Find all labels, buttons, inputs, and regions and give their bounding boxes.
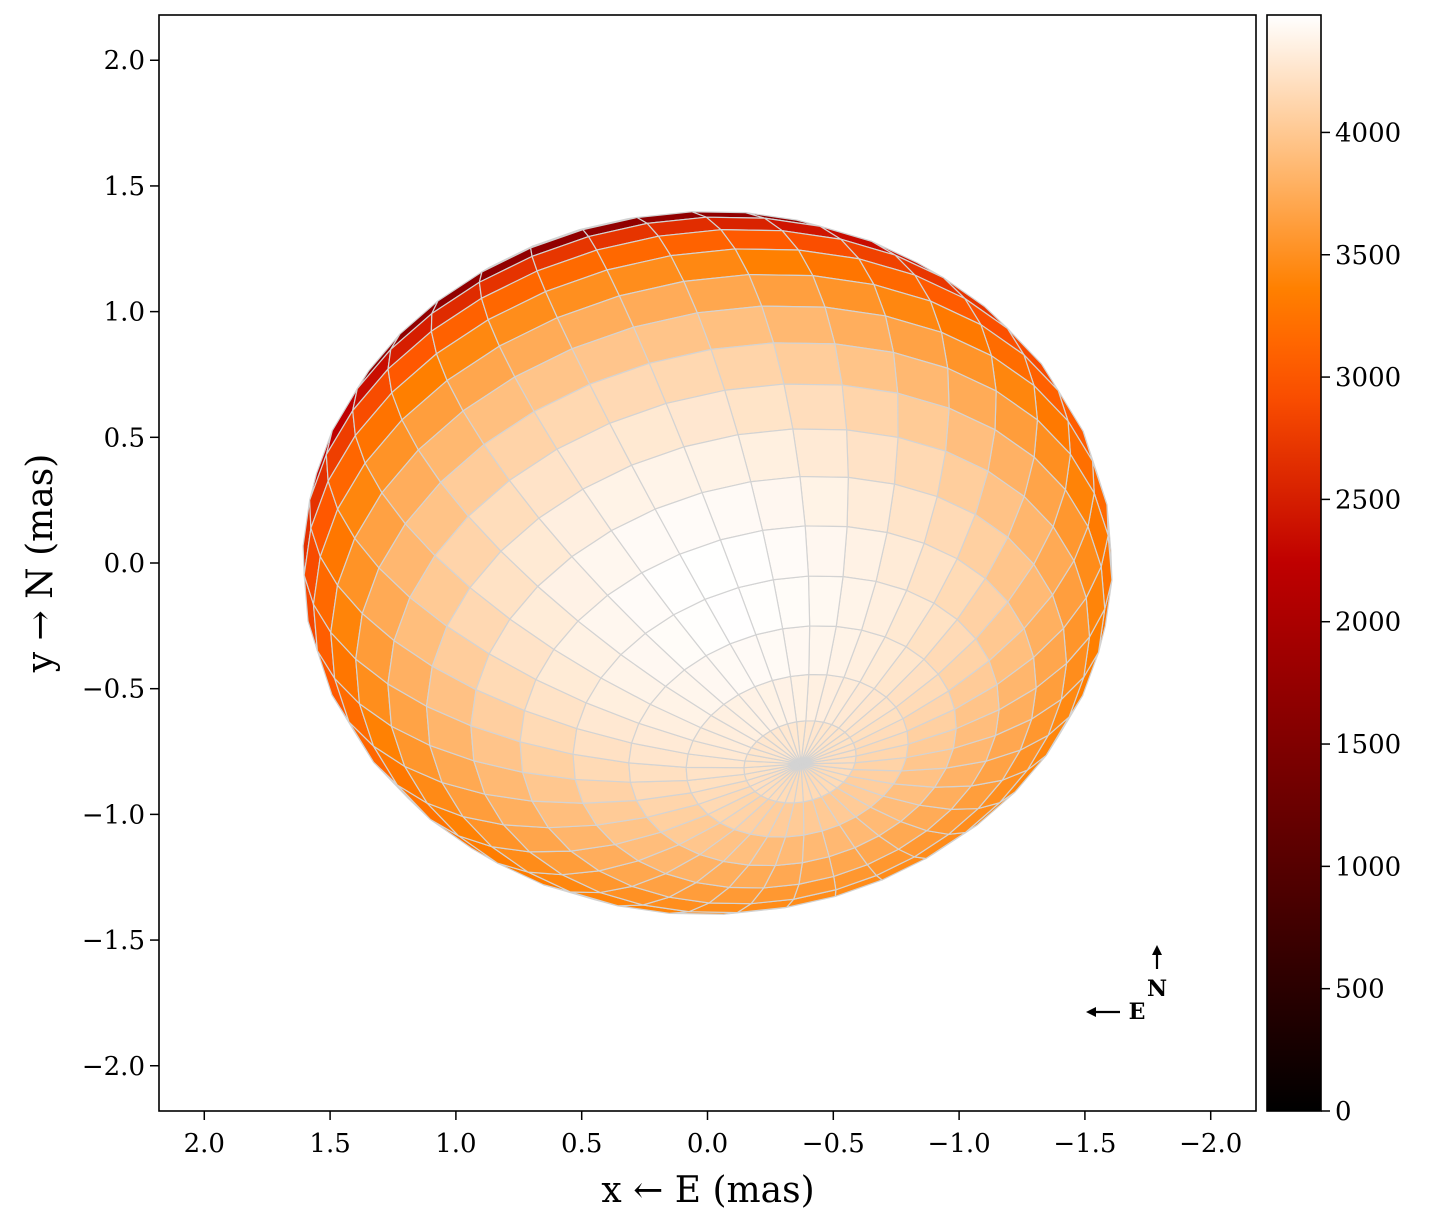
y-tick-label: 0.0 <box>104 549 145 579</box>
y-tick-label: 2.0 <box>104 46 145 76</box>
x-tick-label: −1.5 <box>1053 1129 1116 1159</box>
y-tick-label: 1.5 <box>104 172 145 202</box>
mesh-cell <box>846 429 899 485</box>
colorbar-tick-label: 0 <box>1335 1097 1352 1127</box>
x-tick-label: 0.0 <box>687 1129 728 1159</box>
x-tick-label: 1.0 <box>435 1129 476 1159</box>
colorbar-ticks: 0 500 1000 1500 2000 2500 3000 3500 4000 <box>1321 118 1401 1127</box>
colorbar-fill <box>1267 15 1321 1111</box>
x-tick-label: −1.0 <box>928 1129 991 1159</box>
colorbar-tick-label: 1000 <box>1335 852 1401 882</box>
mesh-cell <box>679 539 740 600</box>
x-tick-label: −0.5 <box>802 1129 865 1159</box>
x-tick-label: −2.0 <box>1179 1129 1242 1159</box>
y-tick-label: −2.0 <box>82 1052 145 1082</box>
colorbar-frame <box>1266 14 1322 1112</box>
mesh-cell <box>761 305 836 345</box>
x-tick-label: 0.5 <box>561 1129 602 1159</box>
y-tick-label: −0.5 <box>82 675 145 705</box>
east-label: E <box>1129 999 1146 1025</box>
colorbar-tick-label: 1500 <box>1335 730 1401 760</box>
mesh-cell <box>846 476 896 534</box>
colorbar-tick-label: 3500 <box>1335 241 1401 271</box>
colorbar-tick-label: 3000 <box>1335 363 1401 393</box>
mesh-cell <box>792 428 849 478</box>
y-axis-ticks: 2.0 1.5 1.0 0.5 0.0 −0.5 −1.0 −1.5 −2.0 <box>82 46 159 1082</box>
compass: NE <box>1086 945 1167 1025</box>
y-axis-title: y → N (mas) <box>20 454 61 674</box>
north-arrow-head <box>1152 945 1162 955</box>
y-tick-label: −1.0 <box>82 800 145 830</box>
x-tick-label: 2.0 <box>184 1129 225 1159</box>
east-arrow-head <box>1086 1007 1096 1017</box>
mesh-cell <box>574 778 638 804</box>
mesh-cell <box>804 525 848 578</box>
y-tick-label: 0.5 <box>104 423 145 453</box>
x-axis-title: x ← E (mas) <box>601 1170 814 1211</box>
star-mesh <box>302 211 1113 915</box>
mesh-cell <box>807 575 844 627</box>
mesh-cell <box>799 475 849 528</box>
y-tick-label: −1.5 <box>82 926 145 956</box>
x-tick-label: 1.5 <box>309 1129 350 1159</box>
x-axis-ticks: 2.0 1.5 1.0 0.5 0.0 −0.5 −1.0 −1.5 −2.0 <box>184 1111 1242 1159</box>
mesh-cell <box>783 383 848 431</box>
y-tick-label: 1.0 <box>104 298 145 328</box>
colorbar-tick-label: 2500 <box>1335 485 1401 515</box>
colorbar-tick-label: 2000 <box>1335 608 1401 638</box>
north-label: N <box>1147 976 1167 1002</box>
mesh-cell <box>841 384 899 438</box>
colorbar-tick-label: 500 <box>1335 975 1385 1005</box>
colorbar-tick-label: 4000 <box>1335 118 1401 148</box>
mesh-cell <box>772 342 843 386</box>
